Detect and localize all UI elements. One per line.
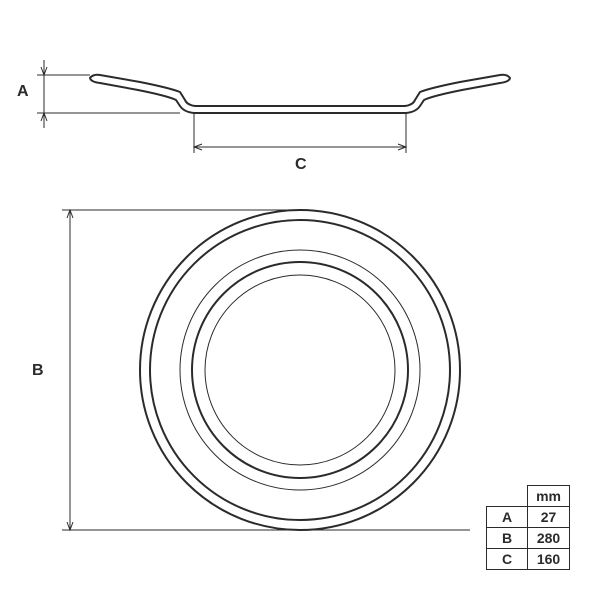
side-view	[90, 75, 510, 113]
table-value: 280	[528, 528, 570, 549]
dimension-C	[194, 113, 406, 153]
unit-header: mm	[528, 486, 570, 507]
label-A: A	[17, 83, 29, 101]
table-key: B	[487, 528, 528, 549]
table-key: A	[487, 507, 528, 528]
table-key: C	[487, 549, 528, 570]
table-value: 27	[528, 507, 570, 528]
label-B: B	[32, 362, 44, 380]
table-row: C 160	[487, 549, 570, 570]
table-row: B 280	[487, 528, 570, 549]
table-header-row: mm	[487, 486, 570, 507]
table-value: 160	[528, 549, 570, 570]
label-C: C	[295, 156, 307, 174]
dimension-table: mm A 27 B 280 C 160	[486, 485, 570, 570]
table-row: A 27	[487, 507, 570, 528]
top-view	[140, 210, 460, 530]
